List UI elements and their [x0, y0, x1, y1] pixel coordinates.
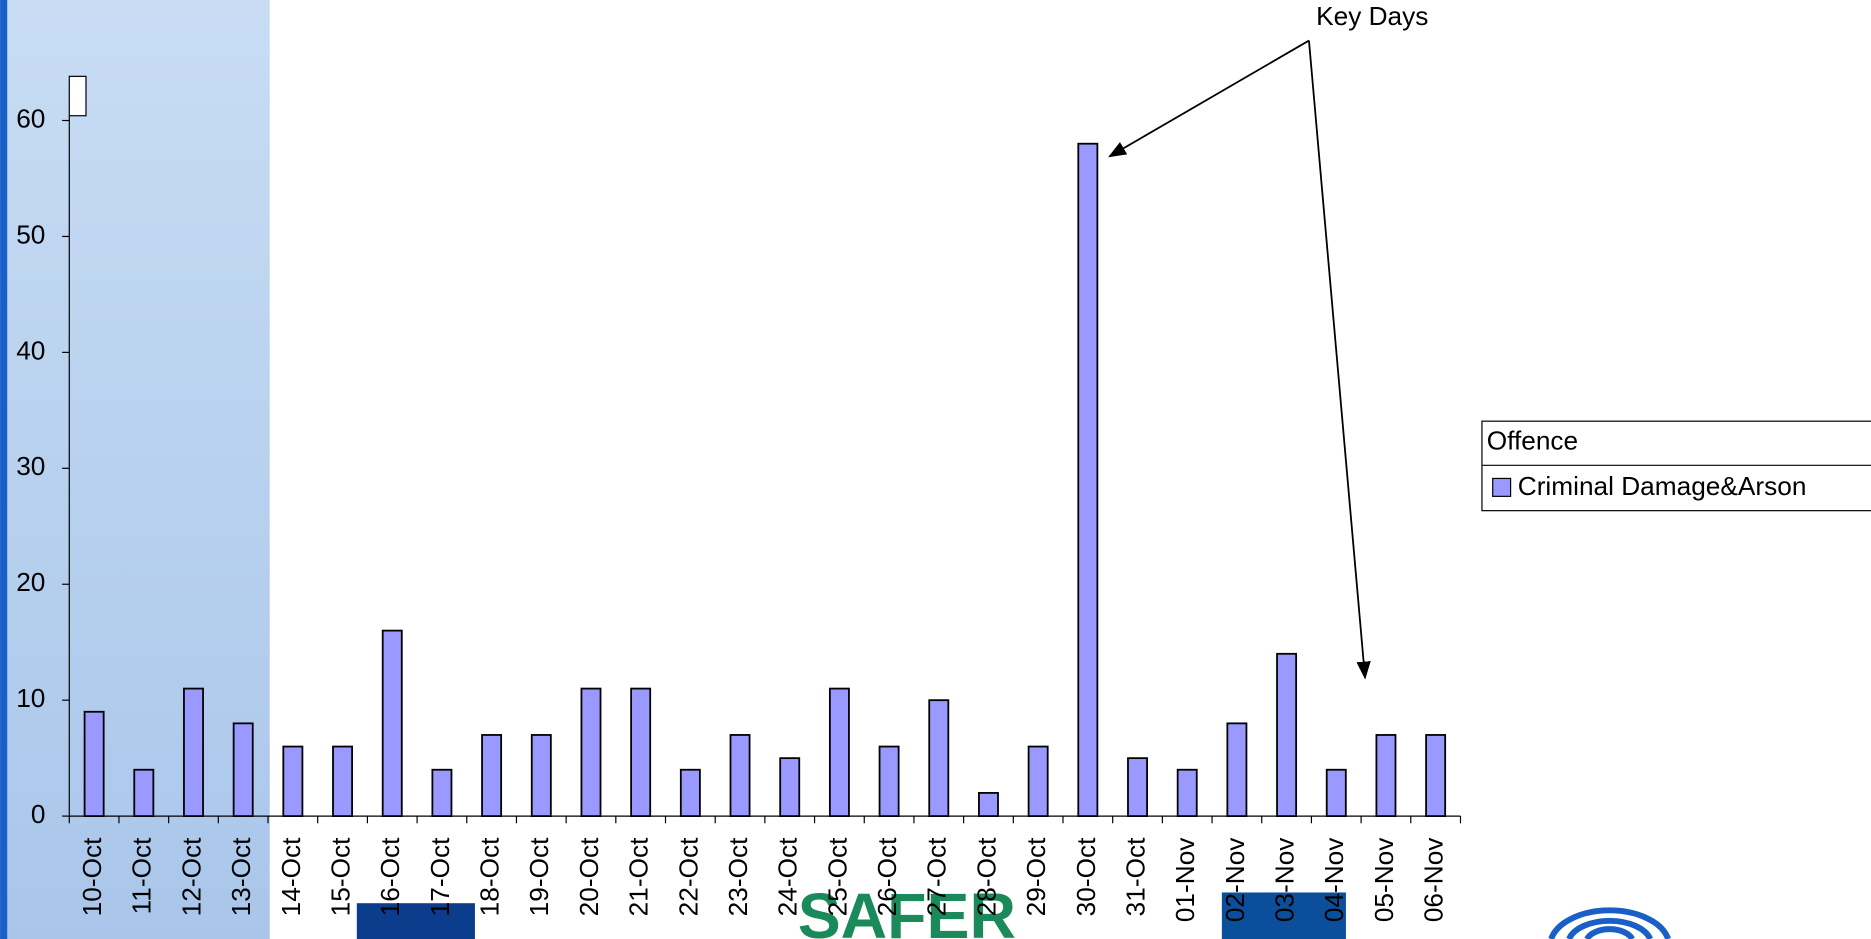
y-tick-label: 20 [16, 567, 45, 597]
x-tick-label: 31-Oct [1120, 837, 1150, 916]
side-edge [0, 0, 7, 939]
bar [681, 770, 700, 816]
bar [383, 631, 402, 816]
x-tick-label: 21-Oct [624, 837, 654, 916]
bar [184, 689, 203, 817]
x-tick-label: 25-Oct [822, 837, 852, 916]
y-tick-label: 40 [16, 335, 45, 365]
x-tick-label: 14-Oct [276, 837, 306, 916]
bar [283, 747, 302, 817]
bar [432, 770, 451, 816]
x-tick-label: 01-Nov [1170, 837, 1200, 922]
bar [631, 689, 650, 817]
x-tick-label: 16-Oct [375, 837, 405, 916]
x-tick-label: 18-Oct [475, 837, 505, 916]
x-tick-label: 26-Oct [872, 837, 902, 916]
x-tick-label: 19-Oct [524, 837, 554, 916]
bar [1029, 747, 1048, 817]
bar [1327, 770, 1346, 816]
x-tick-label: 24-Oct [773, 837, 803, 916]
x-tick-label: 02-Nov [1220, 837, 1250, 922]
x-tick-label: 15-Oct [325, 837, 355, 916]
x-tick-label: 28-Oct [971, 837, 1001, 916]
arrow [1110, 41, 1309, 157]
bar [1227, 723, 1246, 816]
bar [830, 689, 849, 817]
x-tick-label: 04-Nov [1319, 837, 1349, 922]
marker-box [69, 76, 86, 115]
legend-swatch [1493, 478, 1511, 496]
bar [234, 723, 253, 816]
y-tick-label: 30 [16, 451, 45, 481]
bar [532, 735, 551, 816]
page: SAFER Key Days Offence Criminal Damage&A… [0, 0, 1871, 939]
x-tick-label: 13-Oct [226, 837, 256, 916]
logo-arcs [1551, 910, 1668, 939]
x-tick-label: 17-Oct [425, 837, 455, 916]
x-tick-label: 27-Oct [922, 837, 952, 916]
x-tick-label: 10-Oct [77, 837, 107, 916]
annotation: Key Days [1316, 1, 1428, 31]
x-tick-label: 11-Oct [127, 837, 157, 914]
bar [1078, 144, 1097, 816]
x-tick-label: 06-Nov [1419, 837, 1449, 922]
bar [1128, 758, 1147, 816]
y-tick-label: 10 [16, 683, 45, 713]
bar [581, 689, 600, 817]
legend-title: Offence [1487, 426, 1578, 456]
bar [880, 747, 899, 817]
x-tick-label: 29-Oct [1021, 837, 1051, 916]
bar [333, 747, 352, 817]
bar [1426, 735, 1445, 816]
bar [85, 712, 104, 816]
arrow [1309, 41, 1365, 678]
bar [1277, 654, 1296, 816]
x-tick-label: 23-Oct [723, 837, 753, 916]
x-tick-label: 05-Nov [1369, 837, 1399, 922]
x-tick-label: 03-Nov [1270, 837, 1300, 922]
bar [929, 700, 948, 816]
y-tick-label: 60 [16, 103, 45, 133]
bar [780, 758, 799, 816]
legend-label: Criminal Damage&Arson [1518, 471, 1807, 501]
y-tick-label: 0 [31, 799, 46, 829]
bar [482, 735, 501, 816]
x-tick-label: 30-Oct [1071, 837, 1101, 916]
bar [134, 770, 153, 816]
chart: SAFER Key Days Offence Criminal Damage&A… [0, 0, 1871, 939]
bar [730, 735, 749, 816]
bar [1178, 770, 1197, 816]
x-tick-label: 20-Oct [574, 837, 604, 916]
bar [979, 793, 998, 816]
x-tick-label: 22-Oct [673, 837, 703, 916]
x-tick-label: 12-Oct [176, 837, 206, 916]
bar [1376, 735, 1395, 816]
y-tick-label: 50 [16, 219, 45, 249]
